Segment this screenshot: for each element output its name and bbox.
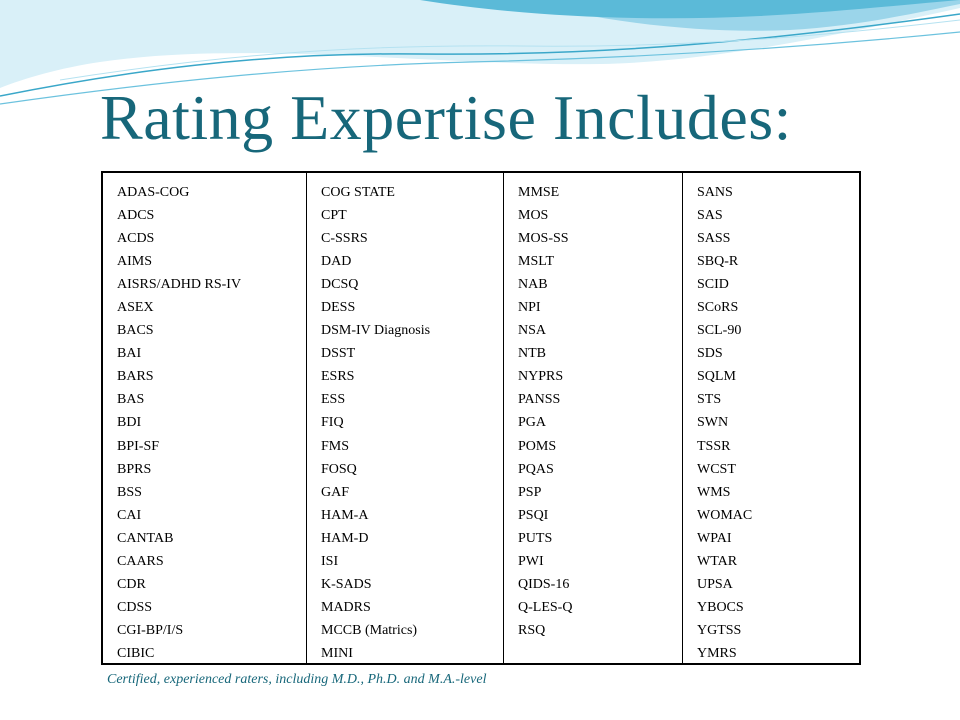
rating-scales-table: ADAS-COG ADCS ACDS AIMS AISRS/ADHD RS-IV… <box>101 171 861 665</box>
scale-column-2: COG STATE CPT C-SSRS DAD DCSQ DESS DSM-I… <box>307 173 504 663</box>
scale-item: UPSA <box>697 576 733 592</box>
scale-item: SBQ-R <box>697 254 739 270</box>
scale-item: PGA <box>518 415 547 431</box>
wave-line-1 <box>0 13 960 97</box>
scale-item: FOSQ <box>321 461 357 477</box>
scale-item: HAM-D <box>321 530 369 546</box>
scale-item: YMRS <box>697 645 737 661</box>
scale-item: AISRS/ADHD RS-IV <box>117 277 242 293</box>
scale-item: NPI <box>518 300 541 316</box>
scale-item: PSP <box>518 484 542 500</box>
scale-item: SQLM <box>697 369 736 385</box>
scale-item: DESS <box>321 300 356 316</box>
scale-item: CAI <box>117 507 142 523</box>
scale-item: COG STATE <box>321 185 395 200</box>
scale-item: TSSR <box>697 438 731 454</box>
scale-item: MOS <box>518 208 549 224</box>
scale-item: CDR <box>117 576 146 592</box>
scale-item: PSQI <box>518 507 549 523</box>
scale-item: PWI <box>518 553 544 569</box>
scale-item: MCCB (Matrics) <box>321 622 418 638</box>
scale-item: MSLT <box>518 254 555 270</box>
scale-item: SCL-90 <box>697 323 742 339</box>
scale-item: RSQ <box>518 622 546 638</box>
slide-title: Rating Expertise Includes: <box>100 82 792 153</box>
scale-item: DCSQ <box>321 277 359 293</box>
scale-item: BACS <box>117 323 154 339</box>
scale-item: ADAS-COG <box>117 185 190 200</box>
scale-item: K-SADS <box>321 576 372 592</box>
scale-item: STS <box>697 392 722 408</box>
scale-item: ESS <box>321 392 346 408</box>
scale-item: NYPRS <box>518 369 564 385</box>
scale-item: GAF <box>321 484 350 500</box>
scale-item: DAD <box>321 254 352 270</box>
scale-item: SCID <box>697 277 729 293</box>
scale-item: ACDS <box>117 231 155 247</box>
scale-item: HAM-A <box>321 507 369 523</box>
scale-item: SANS <box>697 185 733 200</box>
scale-item: NAB <box>518 277 548 293</box>
scale-column-3: MMSE MOS MOS-SS MSLT NAB NPI NSA NTB NYP… <box>504 173 683 663</box>
scale-item: NSA <box>518 323 547 339</box>
decorative-wave-banner <box>0 0 960 105</box>
scale-item: Q-LES-Q <box>518 599 573 615</box>
scale-item: DSM-IV Diagnosis <box>321 323 431 339</box>
scale-item: WPAI <box>697 530 732 546</box>
scale-item: ADCS <box>117 208 155 224</box>
scale-item: CAARS <box>117 553 164 569</box>
scale-item: SASS <box>697 231 731 247</box>
scale-item: SWN <box>697 415 729 431</box>
scale-item: BAS <box>117 392 145 408</box>
scale-item: WOMAC <box>697 507 753 523</box>
scale-column-1: ADAS-COG ADCS ACDS AIMS AISRS/ADHD RS-IV… <box>103 173 307 663</box>
scale-item: YGTSS <box>697 622 742 638</box>
scale-item: BPI-SF <box>117 438 160 454</box>
scale-item: FMS <box>321 438 350 454</box>
scale-item: CANTAB <box>117 530 174 546</box>
scale-item: BPRS <box>117 461 152 477</box>
scale-item: DSST <box>321 346 356 362</box>
scale-item: ESRS <box>321 369 355 385</box>
scale-item: CDSS <box>117 599 153 615</box>
scale-item: MINI <box>321 645 353 661</box>
wave-line-3 <box>59 19 960 81</box>
scale-item: NTB <box>518 346 546 362</box>
scale-item: SAS <box>697 208 723 224</box>
scale-item: SCoRS <box>697 300 739 316</box>
scale-item: BDI <box>117 415 142 431</box>
scale-item: MMSE <box>518 185 560 200</box>
scale-item: YBOCS <box>697 599 744 615</box>
scale-item: QIDS-16 <box>518 576 570 592</box>
scale-item: PQAS <box>518 461 554 477</box>
scale-item: WCST <box>697 461 736 477</box>
scale-item: CGI-BP/I/S <box>117 622 184 638</box>
scale-item: CIBIC <box>117 645 155 661</box>
wave-line-2 <box>0 31 960 105</box>
scale-item: ISI <box>321 553 339 569</box>
scale-item: MOS-SS <box>518 231 569 247</box>
footnote: Certified, experienced raters, including… <box>107 672 487 687</box>
wave-top-band <box>420 0 960 19</box>
scale-item: CPT <box>321 208 347 224</box>
scale-item: ASEX <box>117 300 154 316</box>
scale-item: PUTS <box>518 530 553 546</box>
scale-item: AIMS <box>117 254 153 270</box>
scale-item: WMS <box>697 484 731 500</box>
scale-item: FIQ <box>321 415 344 431</box>
scale-item: PANSS <box>518 392 561 408</box>
scale-item: BAI <box>117 346 142 362</box>
scale-item: WTAR <box>697 553 738 569</box>
scale-item: MADRS <box>321 599 371 615</box>
scale-item: BARS <box>117 369 154 385</box>
scale-column-4: SANS SAS SASS SBQ-R SCID SCoRS SCL-90 SD… <box>683 173 859 663</box>
scale-item: SDS <box>697 346 723 362</box>
scale-item: C-SSRS <box>321 231 368 247</box>
scale-item: BSS <box>117 484 142 500</box>
scale-item: POMS <box>518 438 557 454</box>
